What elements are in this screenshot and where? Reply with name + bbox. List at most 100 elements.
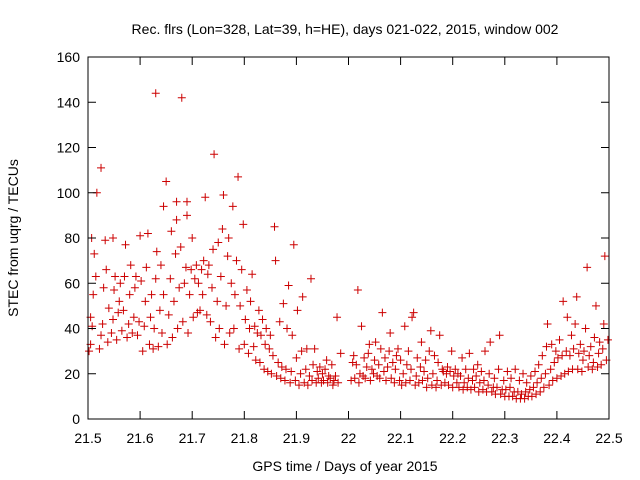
data-point [244,349,253,358]
data-point [232,256,241,265]
data-point [300,378,309,387]
data-point [310,344,319,353]
data-point [222,301,231,310]
data-point [209,245,218,254]
data-point [234,172,243,181]
data-point [309,360,318,369]
data-point [172,215,181,224]
data-point [99,283,108,292]
data-point [349,351,358,360]
y-axis: 0 20 40 60 80 100 120 140 160 [57,49,609,427]
data-point [159,290,168,299]
y-tick-label: 100 [57,185,81,201]
data-point [248,270,257,279]
data-point [272,372,281,381]
data-point [240,340,249,349]
data-point [140,322,149,331]
data-point [220,340,229,349]
data-point [267,369,276,378]
data-point [603,335,612,344]
data-point [237,265,246,274]
data-point [501,385,510,394]
data-point [279,299,288,308]
data-point [133,331,142,340]
data-point [182,197,191,206]
data-point [297,347,306,356]
data-point [268,351,277,360]
data-point [187,265,196,274]
data-point [120,272,129,281]
data-point [371,338,380,347]
data-point [117,326,126,335]
data-point [114,308,123,317]
data-point [548,376,557,385]
data-point [386,329,395,338]
data-point [110,286,119,295]
data-point [428,369,437,378]
data-point [97,331,106,340]
data-point [588,365,597,374]
data-point [543,319,552,328]
data-point [397,381,406,390]
data-point [181,263,190,272]
data-point [214,238,223,247]
data-point [270,222,279,231]
data-point [255,358,264,367]
data-point [594,349,603,358]
data-point [434,358,443,367]
data-point [347,376,356,385]
data-point [230,290,239,299]
data-point [201,193,210,202]
data-point [571,319,580,328]
data-point [409,308,418,317]
data-point [142,263,151,272]
data-point [560,369,569,378]
data-point [600,252,609,261]
data-point [215,324,224,333]
x-tick-label: 21.9 [283,430,310,446]
data-point [275,317,284,326]
x-tick-label: 22.2 [439,430,466,446]
data-point [157,329,166,338]
data-point [308,376,317,385]
data-point [379,367,388,376]
data-point [131,272,140,281]
data-point [163,340,172,349]
data-point [542,342,551,351]
data-point [511,365,520,374]
data-point [329,376,338,385]
data-point [595,338,604,347]
data-point [203,270,212,279]
data-point [169,297,178,306]
data-point [375,374,384,383]
data-point [319,376,328,385]
data-point [569,344,578,353]
y-tick-label: 140 [57,94,81,110]
data-point [574,349,583,358]
data-point [454,383,463,392]
data-point [167,227,176,236]
data-point [590,333,599,342]
data-point [364,349,373,358]
data-point [141,297,150,306]
data-point [137,276,146,285]
data-point [354,378,363,387]
data-point [124,319,133,328]
data-point [98,319,107,328]
data-point [583,263,592,272]
data-point [519,369,528,378]
data-point [336,349,345,358]
data-point [151,89,160,98]
data-point [154,342,163,351]
data-point [263,367,272,376]
data-point [531,367,540,376]
data-point [135,317,144,326]
data-point [438,365,447,374]
data-point [446,367,455,376]
data-point [128,329,137,338]
data-point [97,163,106,172]
data-point [327,360,336,369]
data-point [534,360,543,369]
data-point [245,324,254,333]
data-point [598,344,607,353]
